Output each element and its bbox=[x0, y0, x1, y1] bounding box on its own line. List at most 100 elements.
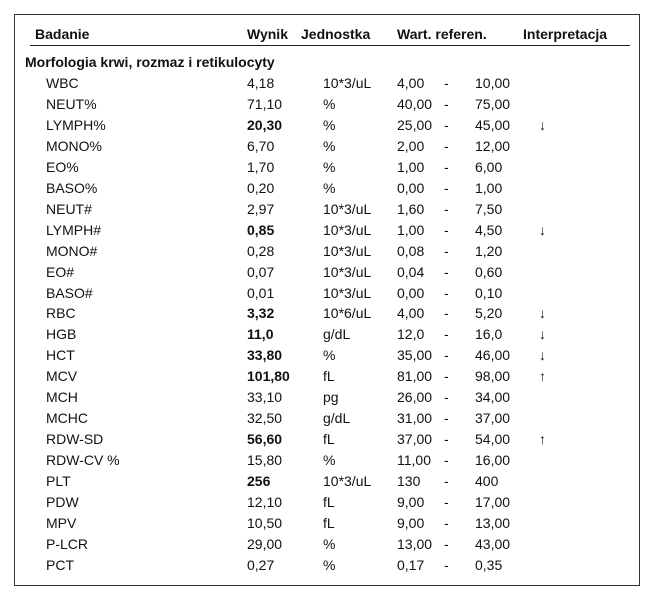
result: 12,10 bbox=[247, 494, 283, 510]
ref-low: 26,00 bbox=[397, 389, 433, 406]
result: 15,80 bbox=[247, 452, 283, 469]
test-name: PCT bbox=[46, 556, 74, 573]
ref-low: 1,00 bbox=[397, 158, 425, 175]
result: 33,10 bbox=[247, 389, 283, 406]
unit: pg bbox=[323, 389, 339, 406]
ref-low: 4,00 bbox=[397, 75, 425, 91]
test-name: HGB bbox=[46, 326, 77, 343]
ref-separator: - bbox=[444, 494, 449, 510]
test-name: MPV bbox=[46, 514, 77, 531]
unit: 10*6/uL bbox=[323, 305, 372, 322]
ref-high: 1,20 bbox=[475, 242, 503, 259]
ref-high: 5,20 bbox=[475, 305, 503, 322]
header-cell: Jednostka bbox=[301, 26, 371, 42]
ref-low: 37,00 bbox=[397, 431, 433, 448]
test-name: MCH bbox=[46, 389, 78, 406]
ref-low: 0,04 bbox=[397, 263, 425, 280]
test-name: PDW bbox=[46, 494, 79, 510]
test-name: RDW-SD bbox=[46, 431, 104, 448]
test-name: LYMPH% bbox=[46, 116, 106, 133]
result: 0,20 bbox=[247, 179, 275, 196]
unit: % bbox=[323, 452, 336, 469]
result: 11,0 bbox=[247, 326, 274, 343]
ref-separator: - bbox=[444, 179, 449, 196]
ref-separator: - bbox=[444, 95, 449, 112]
header-cell: Wynik bbox=[247, 26, 288, 42]
unit: fL bbox=[323, 431, 335, 448]
ref-high: 54,00 bbox=[475, 431, 511, 448]
interpretation-flag: ↓ bbox=[539, 347, 546, 364]
ref-high: 17,00 bbox=[475, 494, 511, 510]
test-name: HCT bbox=[46, 347, 75, 364]
test-name: EO# bbox=[46, 263, 75, 280]
result: 0,01 bbox=[247, 284, 275, 301]
ref-high: 45,00 bbox=[475, 116, 511, 133]
ref-high: 43,00 bbox=[475, 535, 511, 552]
ref-high: 0,35 bbox=[475, 556, 503, 573]
test-name: BASO% bbox=[46, 179, 98, 196]
ref-high: 4,50 bbox=[475, 221, 503, 238]
ref-high: 34,00 bbox=[475, 389, 511, 406]
unit: 10*3/uL bbox=[323, 263, 372, 280]
test-name: P-LCR bbox=[46, 535, 89, 552]
test-name: EO% bbox=[46, 158, 79, 175]
ref-low: 2,00 bbox=[397, 137, 425, 154]
ref-low: 0,00 bbox=[397, 284, 425, 301]
test-name: MCV bbox=[46, 368, 78, 385]
ref-separator: - bbox=[444, 556, 449, 573]
ref-high: 37,00 bbox=[475, 410, 511, 427]
test-name: MONO# bbox=[46, 242, 98, 259]
ref-separator: - bbox=[444, 326, 449, 343]
ref-low: 12,0 bbox=[397, 326, 425, 343]
ref-low: 9,00 bbox=[397, 514, 425, 531]
unit: 10*3/uL bbox=[323, 221, 372, 238]
unit: fL bbox=[323, 514, 335, 531]
test-name: NEUT% bbox=[46, 95, 97, 112]
ref-separator: - bbox=[444, 116, 449, 133]
ref-separator: - bbox=[444, 137, 449, 154]
unit: fL bbox=[323, 494, 335, 510]
unit: fL bbox=[323, 368, 335, 385]
ref-high: 75,00 bbox=[475, 95, 511, 112]
unit: % bbox=[323, 95, 336, 112]
ref-low: 35,00 bbox=[397, 347, 433, 364]
test-name: RDW-CV % bbox=[46, 452, 120, 469]
ref-high: 0,10 bbox=[475, 284, 503, 301]
result: 33,80 bbox=[247, 347, 283, 364]
unit: 10*3/uL bbox=[323, 75, 372, 91]
ref-low: 130 bbox=[397, 473, 421, 490]
header-cell: Wart. referen. bbox=[397, 26, 487, 42]
ref-separator: - bbox=[444, 75, 449, 91]
result: 1,70 bbox=[247, 158, 275, 175]
ref-separator: - bbox=[444, 305, 449, 322]
ref-high: 7,50 bbox=[475, 200, 503, 217]
ref-high: 1,00 bbox=[475, 179, 503, 196]
ref-high: 0,60 bbox=[475, 263, 503, 280]
ref-high: 400 bbox=[475, 473, 499, 490]
test-name: MCHC bbox=[46, 410, 88, 427]
result: 6,70 bbox=[247, 137, 275, 154]
test-name: BASO# bbox=[46, 284, 93, 301]
result: 2,97 bbox=[247, 200, 275, 217]
result: 20,30 bbox=[247, 116, 283, 133]
ref-high: 16,0 bbox=[475, 326, 503, 343]
ref-low: 1,00 bbox=[397, 221, 425, 238]
unit: % bbox=[323, 556, 336, 573]
ref-high: 13,00 bbox=[475, 514, 511, 531]
result: 29,00 bbox=[247, 535, 283, 552]
ref-low: 11,00 bbox=[397, 452, 431, 469]
unit: % bbox=[323, 158, 336, 175]
ref-separator: - bbox=[444, 473, 449, 490]
unit: 10*3/uL bbox=[323, 284, 372, 301]
ref-high: 46,00 bbox=[475, 347, 511, 364]
ref-separator: - bbox=[444, 200, 449, 217]
interpretation-flag: ↓ bbox=[539, 326, 546, 343]
result: 71,10 bbox=[247, 95, 283, 112]
unit: % bbox=[323, 535, 336, 552]
header-cell: Interpretacja bbox=[523, 26, 608, 42]
test-name: PLT bbox=[46, 473, 71, 490]
ref-separator: - bbox=[444, 389, 449, 406]
result: 0,07 bbox=[247, 263, 275, 280]
test-name: LYMPH# bbox=[46, 221, 101, 238]
